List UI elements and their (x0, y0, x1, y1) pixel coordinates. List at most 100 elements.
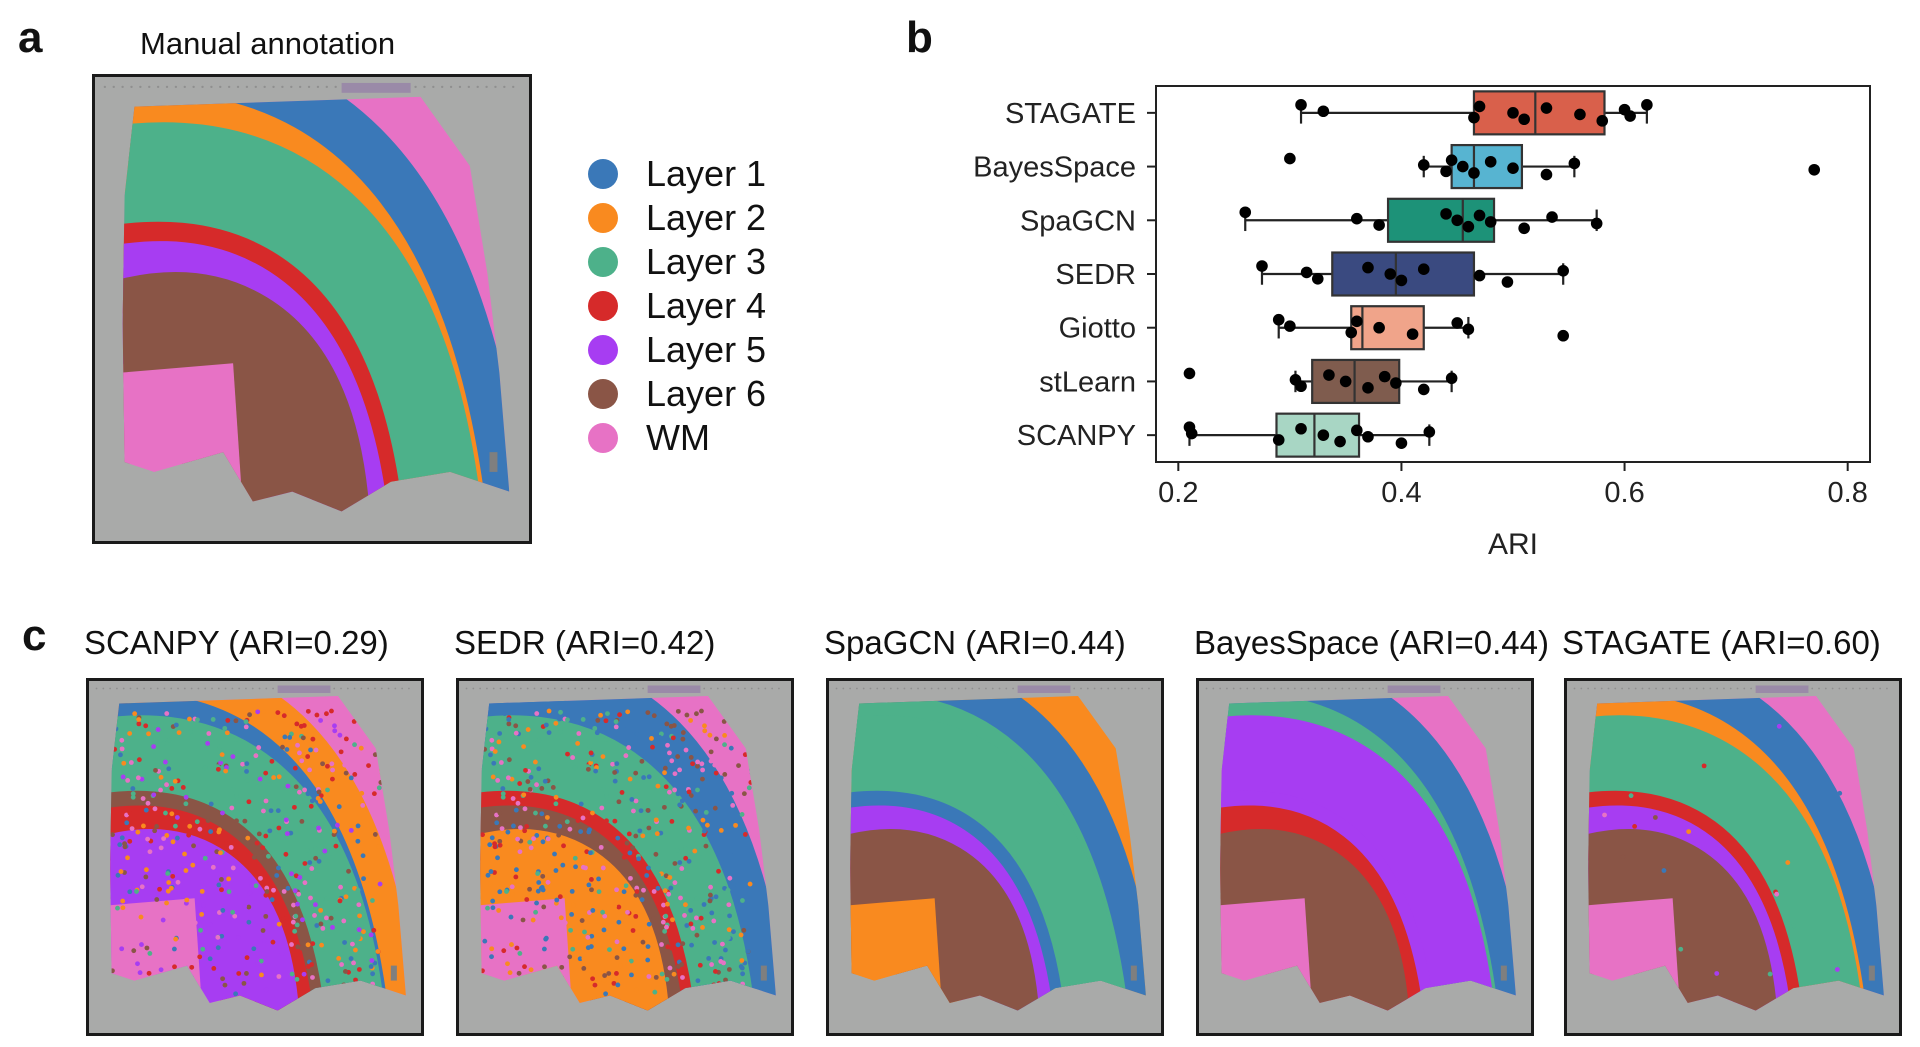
data-point (1339, 375, 1352, 388)
data-point (1378, 370, 1391, 383)
tissue-svg (829, 681, 1161, 1033)
data-point (1406, 328, 1419, 340)
legend-swatch (588, 335, 618, 365)
data-point (1473, 100, 1486, 113)
data-point (1468, 167, 1480, 179)
legend-swatch (588, 247, 618, 277)
data-point (1373, 219, 1385, 231)
box (1331, 251, 1476, 297)
y-tick-label: SCANPY (1017, 420, 1136, 452)
data-point (1808, 163, 1821, 176)
data-point (1596, 115, 1609, 127)
box (1311, 358, 1401, 405)
data-point (1501, 276, 1514, 288)
data-point (1440, 208, 1452, 220)
tissue-svg (89, 681, 421, 1033)
data-point (1334, 435, 1346, 448)
data-point (1557, 329, 1570, 342)
legend-label: WM (646, 417, 710, 458)
data-point (1351, 315, 1363, 328)
panel-a-title: Manual annotation (140, 26, 396, 61)
data-point (1540, 168, 1553, 181)
data-point (1284, 320, 1296, 332)
panel-a-letter: a (18, 13, 43, 62)
data-point (1295, 422, 1307, 435)
x-tick-label: 0.6 (1604, 477, 1644, 509)
data-point (1546, 211, 1558, 223)
y-tick-label: STAGATE (1005, 98, 1136, 130)
data-point (1272, 434, 1285, 446)
tissue-svg (1567, 681, 1899, 1033)
data-point (1390, 377, 1402, 389)
y-tick-label: SpaGCN (1020, 205, 1136, 237)
data-point (1445, 154, 1458, 166)
data-point (1185, 427, 1198, 440)
ari-boxplot: 0.2 0.4 0.6 0.8 ARI STAGATE BayesSpace SpaGCN SE… (973, 85, 1871, 561)
map-title: SEDR (ARI=0.42) (454, 624, 716, 661)
legend-swatch (588, 423, 618, 453)
data-point (1574, 108, 1586, 121)
legend-label: Layer 2 (646, 197, 767, 238)
data-point (1295, 99, 1307, 111)
data-point (1484, 155, 1497, 168)
y-tick-label: Giotto (1059, 313, 1136, 345)
data-point (1362, 261, 1374, 274)
y-tick-label: SEDR (1055, 259, 1136, 291)
data-point (1317, 429, 1330, 441)
data-point (1323, 369, 1335, 381)
clustering-map (86, 678, 424, 1036)
data-point (1473, 209, 1486, 222)
data-point (1568, 157, 1581, 170)
data-point (1624, 110, 1636, 122)
data-point (1284, 152, 1296, 165)
data-point (1507, 107, 1519, 119)
data-point (1272, 313, 1285, 326)
data-point (1462, 323, 1475, 336)
data-point (1473, 269, 1486, 282)
x-tick-label: 0.4 (1381, 477, 1421, 509)
data-point (1417, 159, 1430, 171)
data-point (1362, 382, 1374, 394)
data-point (1362, 430, 1374, 443)
map-title: BayesSpace (ARI=0.44) (1194, 624, 1549, 661)
y-tick-label: BayesSpace (973, 152, 1136, 184)
map-title: SCANPY (ARI=0.29) (84, 624, 389, 661)
x-tick-label: 0.8 (1828, 477, 1868, 509)
data-point (1540, 102, 1553, 114)
data-point (1423, 426, 1436, 438)
legend-label: Layer 1 (646, 153, 767, 194)
data-point (1484, 216, 1497, 228)
data-point (1518, 222, 1530, 235)
clustering-map (1196, 678, 1534, 1036)
clustering-map (826, 678, 1164, 1036)
data-point (1440, 165, 1452, 178)
data-point (1183, 367, 1196, 380)
panel-c-letter: c (22, 611, 47, 660)
data-point (1518, 113, 1530, 126)
data-point (1451, 317, 1464, 329)
legend-label: Layer 5 (646, 329, 767, 370)
clustering-map (456, 678, 794, 1036)
data-point (1373, 321, 1385, 334)
data-point (1239, 206, 1252, 219)
legend-label: Layer 3 (646, 241, 767, 282)
data-point (1445, 372, 1458, 385)
map-title: SpaGCN (ARI=0.44) (824, 624, 1126, 661)
panel-b-letter: b (906, 13, 933, 62)
data-point (1590, 217, 1603, 230)
legend-swatch (588, 203, 618, 233)
data-point (1300, 266, 1313, 279)
x-tick-label: 0.2 (1158, 477, 1198, 509)
data-point (1256, 260, 1268, 272)
data-point (1317, 105, 1330, 118)
data-point (1417, 263, 1430, 275)
data-point (1417, 383, 1430, 396)
legend-label: Layer 4 (646, 285, 767, 326)
data-point (1295, 380, 1307, 393)
legend-label: Layer 6 (646, 373, 767, 414)
data-point (1451, 214, 1464, 227)
legend-swatch (588, 291, 618, 321)
data-point (1507, 162, 1519, 174)
legend-swatch (588, 379, 618, 409)
data-point (1468, 111, 1480, 124)
